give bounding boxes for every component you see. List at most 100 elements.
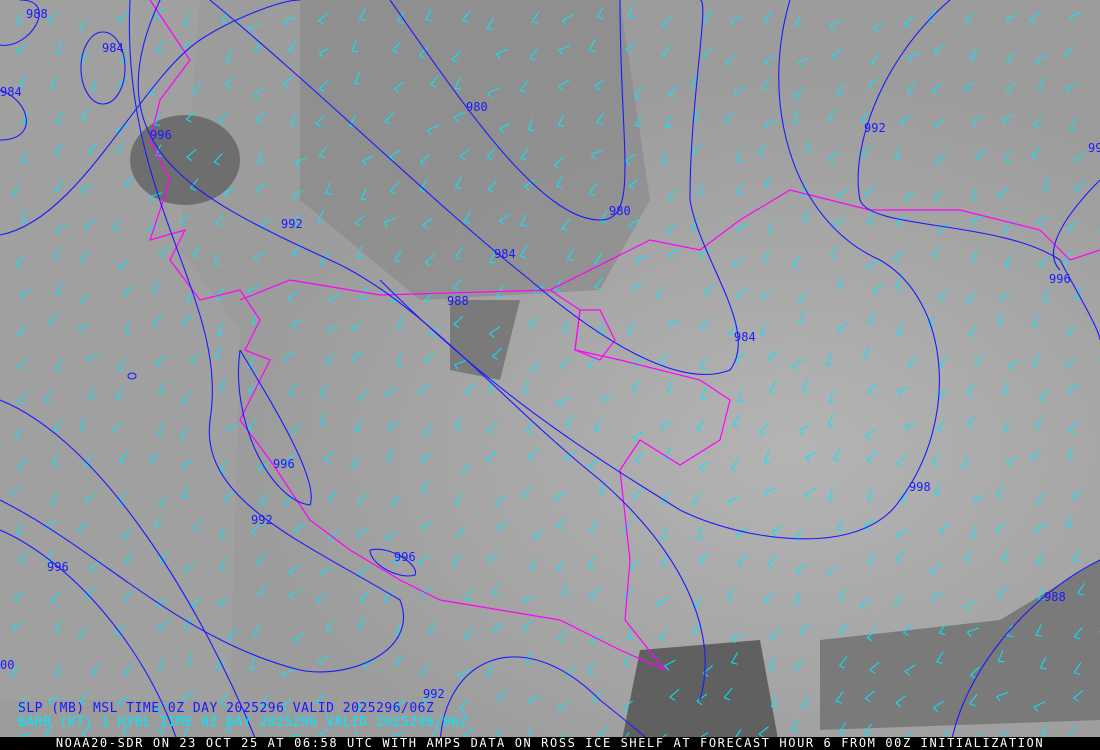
wind-barb: [77, 521, 88, 534]
wind-barb: [221, 11, 229, 24]
wind-barb: [866, 488, 874, 501]
wind-barb: [358, 390, 370, 402]
wind-barb: [927, 314, 935, 328]
wind-barb: [872, 284, 884, 296]
wind-barb: [736, 223, 749, 234]
wind-barb: [183, 562, 195, 575]
wind-barb: [223, 186, 235, 198]
wind-barb: [53, 143, 63, 156]
wind-barb: [17, 392, 28, 405]
wind-barb: [962, 82, 975, 94]
wind-barb: [186, 653, 194, 666]
wind-barb: [491, 347, 502, 360]
wind-barb: [761, 78, 770, 91]
wind-barb: [866, 261, 879, 271]
wind-barb: [964, 13, 976, 25]
wind-barb: [827, 414, 834, 427]
wind-barb: [867, 212, 875, 226]
wind-barb: [635, 255, 648, 265]
wind-barb: [798, 623, 809, 636]
wind-barb: [555, 175, 563, 188]
wind-barb: [84, 586, 96, 599]
wind-barb: [590, 635, 603, 646]
isobar-label: 992: [251, 513, 273, 527]
wind-barb: [354, 214, 366, 227]
wind-barb: [600, 210, 608, 224]
wind-barb: [251, 312, 259, 326]
isobar-label: 992: [281, 217, 303, 231]
wind-barb: [527, 449, 538, 462]
wind-barb: [324, 182, 332, 195]
wind-barb: [938, 622, 947, 636]
wind-barb: [189, 353, 200, 366]
wind-barb: [1038, 389, 1049, 403]
wind-barb: [326, 324, 339, 335]
wind-barb: [496, 690, 508, 702]
wind-barb: [158, 247, 171, 259]
wind-barb: [290, 318, 303, 330]
isobar-label: 984: [0, 85, 22, 99]
wind-barb: [315, 114, 325, 128]
isobar-label: 984: [494, 247, 516, 261]
wind-barb: [626, 322, 635, 335]
wind-barb: [837, 588, 847, 602]
wind-barb: [394, 654, 406, 667]
wind-barb: [294, 522, 306, 534]
wind-barb: [735, 182, 744, 195]
wind-barb: [764, 175, 771, 188]
wind-barb: [520, 213, 527, 227]
wind-barb: [18, 551, 28, 564]
wind-barb: [558, 44, 571, 56]
wind-barb: [155, 144, 163, 157]
wind-barb: [587, 555, 595, 569]
wind-barb: [628, 218, 641, 230]
wind-barb: [256, 462, 269, 473]
wind-barb: [836, 189, 849, 200]
wind-barb: [14, 255, 25, 268]
wind-barb: [690, 75, 698, 88]
wind-barb: [963, 600, 976, 612]
wind-barb: [627, 5, 635, 18]
wind-barb: [498, 214, 511, 225]
wind-barb: [453, 360, 467, 371]
wind-barb: [730, 459, 740, 472]
wind-barb: [179, 427, 189, 440]
wind-barb: [486, 147, 496, 161]
wind-barb: [17, 358, 29, 371]
wind-barb: [666, 189, 677, 202]
wind-barb: [215, 658, 226, 671]
wind-barb: [192, 244, 200, 258]
wind-barb: [971, 187, 978, 200]
wind-barb: [17, 457, 26, 471]
wind-barb: [832, 448, 841, 462]
wind-barb: [351, 39, 358, 53]
wind-barb: [867, 552, 876, 565]
wind-barb: [213, 152, 223, 166]
wind-barb: [557, 397, 570, 408]
wind-barb: [736, 389, 744, 403]
wind-barb: [974, 150, 987, 161]
wind-barb: [354, 420, 363, 433]
wind-barb: [494, 495, 507, 507]
wind-barb: [938, 523, 950, 535]
isobar-label: 00: [0, 658, 15, 672]
isobar-label: 980: [609, 204, 631, 218]
wind-barb: [1069, 12, 1082, 22]
wind-barb: [393, 81, 404, 94]
wind-barb: [78, 19, 89, 32]
wind-barb: [247, 356, 255, 370]
wind-barb: [903, 190, 916, 203]
wind-barb: [828, 20, 841, 31]
wind-barb: [423, 352, 435, 365]
wind-barb: [384, 531, 397, 543]
wind-barb: [256, 553, 266, 566]
isobar-label: 998: [909, 480, 931, 494]
wind-barb: [596, 112, 605, 125]
wind-barb: [180, 460, 194, 471]
wind-barb: [397, 316, 404, 329]
wind-barb: [19, 289, 32, 300]
wind-barb: [1030, 450, 1042, 462]
wind-barb: [254, 39, 263, 53]
